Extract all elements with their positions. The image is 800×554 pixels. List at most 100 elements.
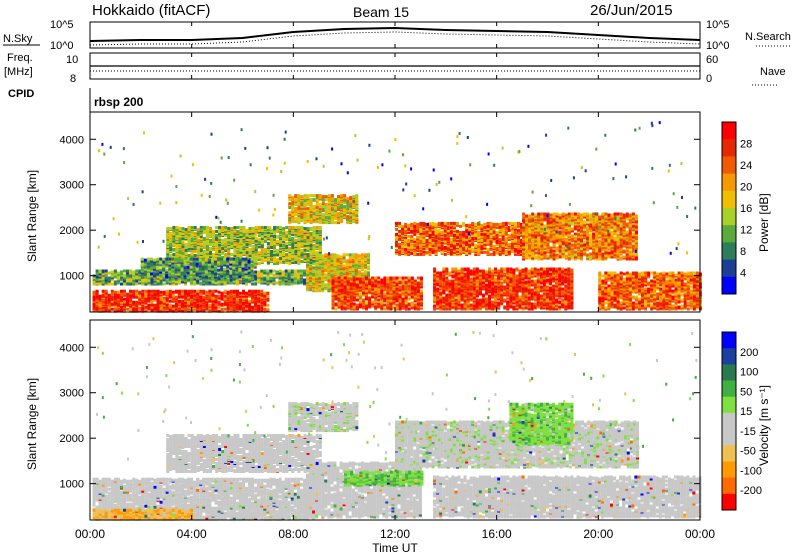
heat-cell: [528, 234, 531, 237]
heat-cell: [111, 308, 114, 311]
heat-cell: [549, 287, 552, 290]
heat-cell: [438, 229, 441, 232]
heat-cell: [531, 289, 534, 292]
heat-cell: [138, 291, 141, 294]
heat-cell: [517, 241, 520, 244]
heat-cell: [444, 253, 447, 256]
heat-cell: [405, 281, 408, 284]
heat-cell: [132, 282, 135, 285]
heat-cell: [439, 292, 442, 295]
heat-cell: [169, 290, 172, 293]
heat-cell: [111, 290, 114, 293]
heat-cell: [416, 236, 419, 239]
heat-cell: [353, 303, 356, 306]
heat-cell: [205, 291, 208, 294]
heat-cell: [350, 308, 353, 311]
heat-cell: [129, 308, 132, 311]
heat-cell: [117, 294, 120, 297]
heat-cell: [96, 307, 99, 310]
heat-cell: [468, 236, 471, 239]
heat-cell: [537, 250, 540, 253]
heat-cell: [276, 271, 279, 274]
heat-cell: [413, 222, 416, 225]
heat-cell: [528, 228, 531, 231]
heat-cell: [144, 306, 147, 309]
heat-cell: [341, 277, 344, 280]
heat-cell: [459, 236, 462, 239]
heat-cell: [485, 284, 488, 287]
heat-cell: [479, 307, 482, 310]
heat-cell: [458, 270, 461, 273]
heat-cell: [105, 299, 108, 302]
heat-cell: [525, 251, 528, 254]
heat-cell: [522, 269, 525, 272]
heat-cell: [362, 299, 365, 302]
heat-cell: [126, 293, 129, 296]
heat-cell: [464, 268, 467, 271]
heat-cell: [564, 269, 567, 272]
heat-cell: [496, 231, 499, 234]
heat-cell: [138, 295, 141, 298]
heat-cell: [344, 287, 347, 290]
heat-cell: [461, 274, 464, 277]
heat-cell: [324, 262, 327, 265]
heat-cell: [383, 289, 386, 292]
heat-cell: [377, 299, 380, 302]
heat-cell: [441, 222, 444, 225]
heat-cell: [347, 278, 350, 281]
heat-cell: [503, 277, 506, 280]
heat-cell: [395, 249, 398, 252]
heat-cell: [135, 290, 138, 293]
heat-cell: [102, 270, 105, 273]
heat-cell: [543, 301, 546, 304]
heat-cell: [470, 278, 473, 281]
heat-cell: [312, 266, 315, 269]
heat-cell: [467, 268, 470, 271]
heat-cell: [420, 277, 423, 280]
heat-cell: [386, 277, 389, 280]
heat-cell: [401, 245, 404, 248]
nave-tick-bottom: 0: [706, 73, 712, 85]
heat-cell: [242, 290, 245, 293]
heat-cell: [453, 246, 456, 249]
heat-cell: [528, 270, 531, 273]
heat-cell: [447, 222, 450, 225]
heat-cell: [102, 290, 105, 293]
heat-cell: [383, 293, 386, 296]
heat-cell: [132, 271, 135, 274]
heat-cell: [175, 303, 178, 306]
heat-cell: [288, 270, 291, 273]
heat-cell: [537, 277, 540, 280]
heat-cell: [245, 279, 248, 282]
heat-cell: [341, 289, 344, 292]
heat-cell: [413, 238, 416, 241]
heat-cell: [129, 270, 132, 273]
heat-cell: [531, 303, 534, 306]
heat-cell: [458, 281, 461, 284]
heat-cell: [511, 234, 514, 237]
heat-cell: [503, 306, 506, 309]
heat-cell: [442, 297, 445, 300]
heat-cell: [215, 290, 218, 293]
heat-cell: [426, 251, 429, 254]
heat-cell: [493, 223, 496, 226]
heat-cell: [352, 264, 355, 267]
heat-cell: [528, 245, 531, 248]
heat-cell: [337, 254, 340, 257]
heat-cell: [414, 280, 417, 283]
heat-cell: [519, 270, 522, 273]
heat-cell: [117, 291, 120, 294]
heat-cell: [448, 272, 451, 275]
heat-cell: [482, 276, 485, 279]
heat-cell: [251, 306, 254, 309]
heat-cell: [458, 290, 461, 293]
heat-cell: [522, 307, 525, 310]
heat-cell: [500, 268, 503, 271]
heat-cell: [405, 277, 408, 280]
heat-cell: [365, 302, 368, 305]
heat-cell: [558, 268, 561, 271]
heat-cell: [476, 290, 479, 293]
heat-cell: [282, 271, 285, 274]
heat-cell: [199, 309, 202, 312]
heat-cell: [436, 288, 439, 291]
